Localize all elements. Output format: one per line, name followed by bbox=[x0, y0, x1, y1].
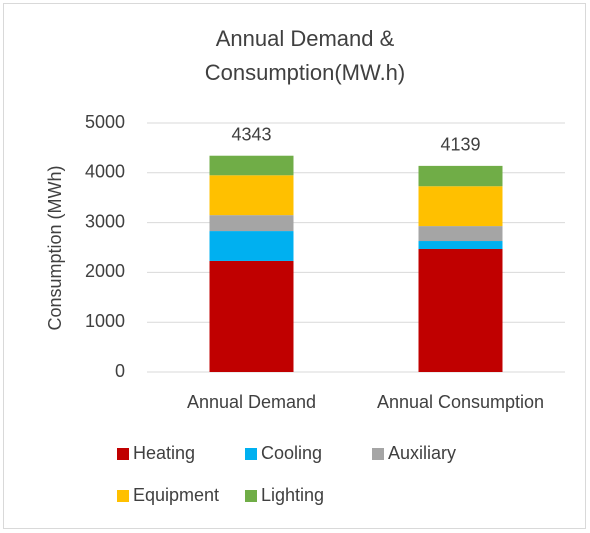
bar-segment bbox=[418, 186, 503, 227]
bar-segment bbox=[418, 226, 503, 242]
legend-label: Cooling bbox=[261, 443, 322, 463]
y-tick-label: 0 bbox=[115, 361, 125, 381]
y-tick-label: 3000 bbox=[85, 211, 125, 231]
bar-segment bbox=[209, 155, 294, 176]
legend-swatch bbox=[372, 448, 384, 460]
bar-segment bbox=[209, 260, 294, 372]
y-tick-label: 1000 bbox=[85, 311, 125, 331]
y-tick-label: 2000 bbox=[85, 261, 125, 281]
bar-segment bbox=[418, 248, 503, 372]
y-axis-label: Consumption (MWh) bbox=[45, 165, 65, 330]
x-tick-label: Annual Consumption bbox=[377, 392, 544, 412]
legend-swatch bbox=[245, 448, 257, 460]
bar-segment bbox=[209, 231, 294, 261]
chart-title: Annual Demand & bbox=[216, 26, 395, 51]
bar-segment bbox=[209, 215, 294, 232]
bar-segment bbox=[418, 165, 503, 187]
total-label: 4343 bbox=[231, 124, 271, 144]
y-tick-label: 5000 bbox=[85, 112, 125, 132]
legend-swatch bbox=[117, 448, 129, 460]
chart-title: Consumption(MW.h) bbox=[205, 60, 406, 85]
legend-label: Auxiliary bbox=[388, 443, 456, 463]
legend-label: Equipment bbox=[133, 485, 219, 505]
legend-swatch bbox=[117, 490, 129, 502]
legend-label: Lighting bbox=[261, 485, 324, 505]
x-tick-label: Annual Demand bbox=[187, 392, 316, 412]
legend-swatch bbox=[245, 490, 257, 502]
bar-segment bbox=[209, 175, 294, 216]
total-label: 4139 bbox=[440, 135, 480, 155]
bar-segment bbox=[418, 241, 503, 249]
legend-label: Heating bbox=[133, 443, 195, 463]
y-tick-label: 4000 bbox=[85, 162, 125, 182]
